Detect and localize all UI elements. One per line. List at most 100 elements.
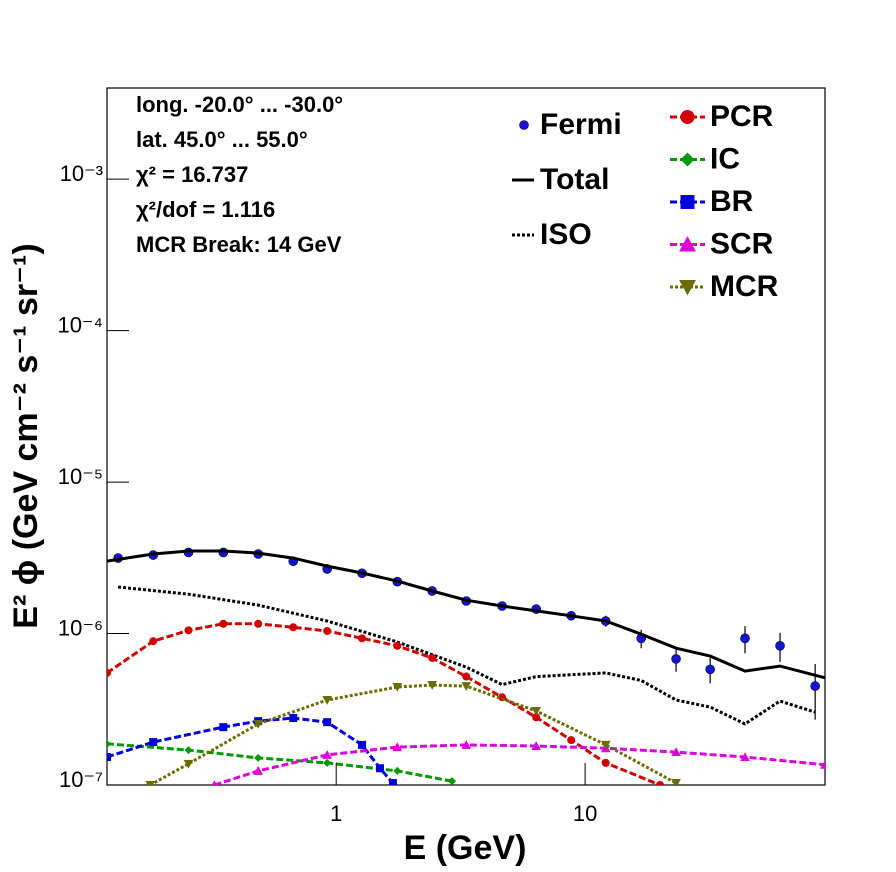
plot-frame [106, 87, 826, 786]
marker [393, 766, 402, 775]
series-line [213, 743, 825, 785]
marker [392, 682, 403, 692]
marker [107, 739, 111, 748]
legend-label: Fermi [540, 108, 622, 141]
series-line [107, 622, 661, 785]
y-tick-label: 10⁻⁵ [58, 464, 103, 489]
marker [145, 781, 156, 785]
legend-item: Total [512, 163, 609, 196]
marker [376, 764, 385, 773]
marker [358, 634, 367, 643]
marker [388, 779, 397, 785]
marker [392, 742, 403, 752]
marker [107, 668, 111, 677]
series-line [107, 742, 453, 783]
marker [184, 626, 193, 635]
legend-item: MCR [670, 270, 779, 303]
marker [461, 740, 472, 749]
marker [254, 753, 263, 762]
marker [253, 719, 264, 729]
marker [671, 779, 681, 785]
marker [219, 619, 228, 628]
y-tick-label: 10⁻⁴ [57, 312, 103, 337]
legend-item: PCR [670, 100, 774, 133]
x-tick-label: 1 [330, 801, 342, 826]
marker [322, 750, 332, 759]
marker [532, 713, 541, 722]
legend-swatch [680, 110, 695, 124]
legend-swatch [680, 152, 695, 167]
marker [671, 747, 681, 757]
legend-label: SCR [710, 227, 774, 260]
y-tick-label: 10⁻³ [60, 161, 103, 186]
marker [531, 707, 541, 716]
legend-item: ISO [512, 218, 592, 251]
legend-item: IC [670, 142, 740, 175]
series-line [117, 585, 816, 726]
marker [211, 780, 217, 785]
marker [740, 752, 750, 762]
legend-label: IC [710, 142, 740, 175]
legend-swatch [679, 236, 696, 252]
marker [601, 758, 610, 767]
plot-area [107, 547, 825, 785]
marker [323, 718, 332, 727]
y-tick-label: 10⁻⁷ [59, 767, 103, 792]
marker [427, 681, 437, 690]
data-point [810, 681, 820, 691]
marker [254, 619, 263, 628]
marker [393, 641, 402, 650]
marker [448, 777, 457, 785]
marker [289, 623, 298, 632]
legend-swatch [519, 120, 529, 130]
data-point [775, 641, 785, 651]
marker [107, 753, 111, 762]
marker [567, 736, 576, 745]
y-axis-label: E² ϕ (GeV cm⁻² s⁻¹ sr⁻¹) [7, 243, 45, 628]
legend: Fermi Total ISO PCR IC BR SCR MCR [512, 100, 779, 303]
legend-label: PCR [710, 100, 774, 133]
marker [323, 758, 332, 767]
annotation: lat. 45.0° ... 55.0° [136, 127, 308, 152]
marker [253, 766, 264, 775]
data-point [705, 664, 715, 675]
annotation: long. -20.0° ... -30.0° [136, 92, 343, 117]
x-tick-label: 10 [573, 801, 597, 826]
marker [531, 741, 541, 750]
legend-item: Fermi [519, 108, 622, 141]
legend-label: Total [540, 163, 609, 196]
annotation: MCR Break: 14 GeV [136, 232, 342, 257]
data-point [740, 633, 750, 644]
x-axis-label: E (GeV) [404, 829, 527, 867]
marker [323, 626, 332, 635]
legend-swatch [680, 195, 695, 209]
legend-label: ISO [540, 218, 592, 251]
data-point [671, 654, 681, 664]
annotations: long. -20.0° ... -30.0° lat. 45.0° ... 55… [136, 92, 343, 257]
marker [461, 682, 472, 691]
annotation: χ² = 16.737 [136, 162, 248, 187]
marker [184, 746, 193, 755]
legend-label: MCR [710, 270, 779, 303]
marker [656, 781, 665, 785]
marker [289, 713, 298, 722]
marker [322, 696, 332, 705]
marker [462, 672, 471, 681]
marker [183, 759, 194, 769]
annotation: χ²/dof = 1.116 [136, 197, 275, 222]
y-tick-label: 10⁻⁶ [58, 615, 103, 640]
marker [149, 738, 158, 747]
series-line [149, 683, 677, 785]
marker [600, 740, 611, 750]
marker [358, 740, 367, 749]
legend-label: BR [710, 185, 754, 218]
series-line [107, 549, 825, 680]
marker [820, 759, 825, 769]
legend-item: BR [670, 185, 754, 218]
legend-item: SCR [670, 227, 774, 260]
marker [428, 653, 437, 662]
legend-swatch [679, 280, 696, 296]
marker [219, 723, 228, 732]
marker [149, 637, 158, 646]
